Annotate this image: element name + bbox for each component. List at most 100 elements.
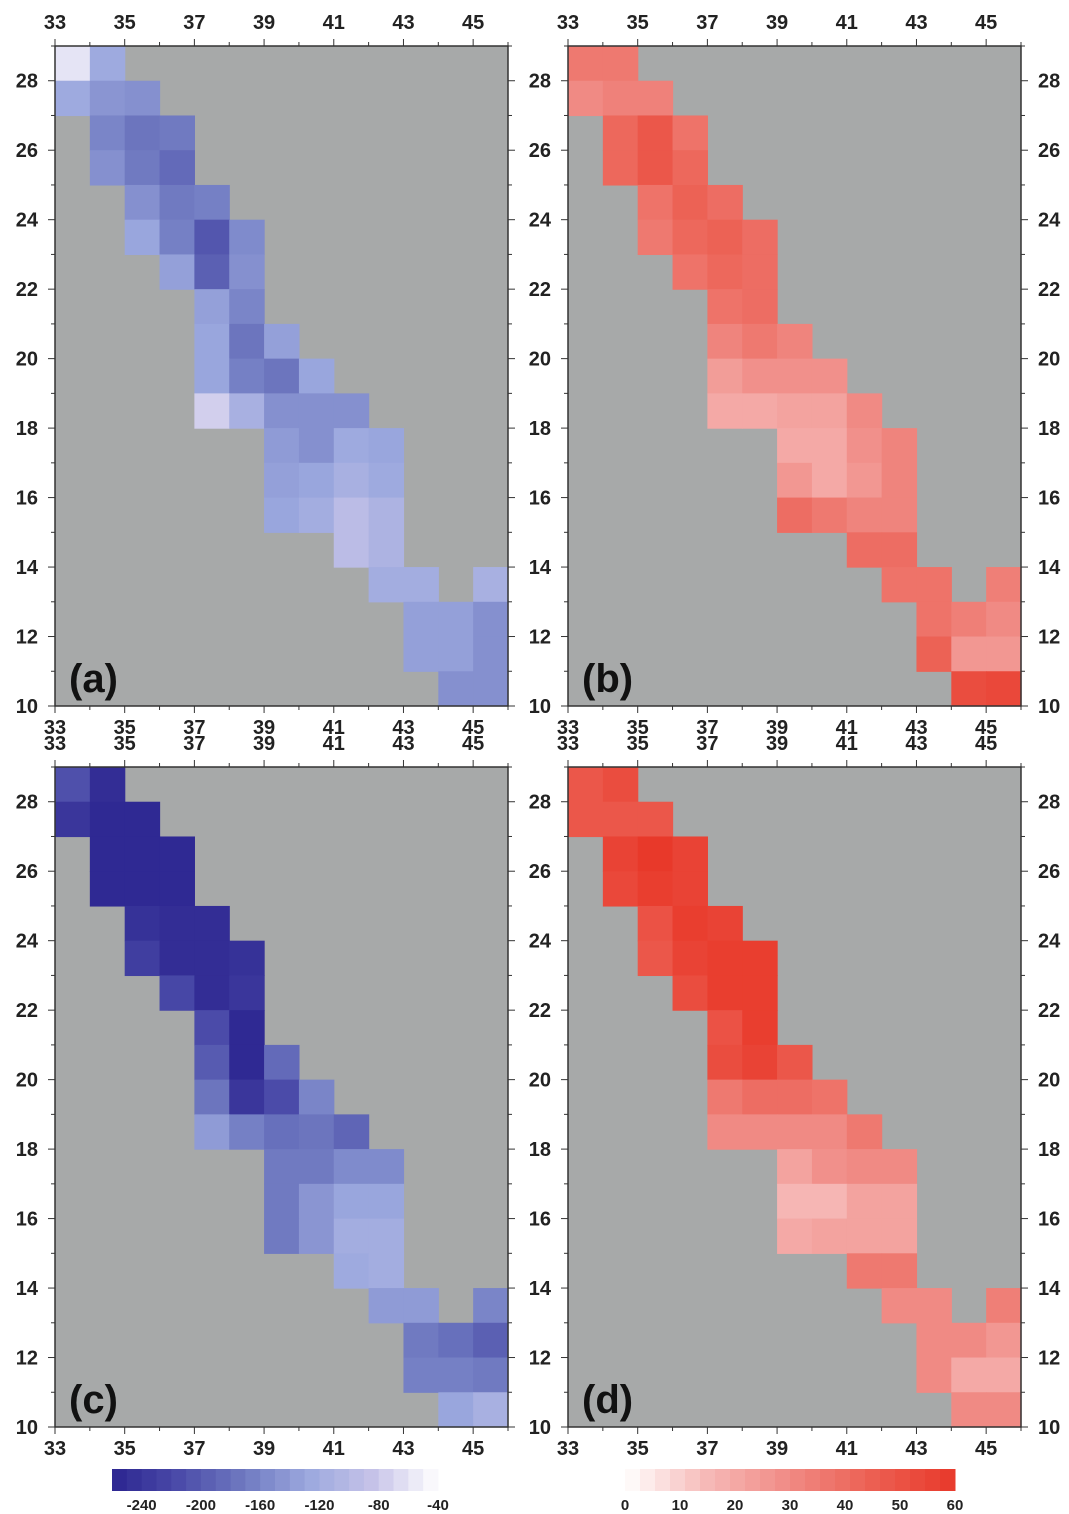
lat-label: 10 bbox=[16, 1417, 38, 1439]
grid-cell bbox=[264, 393, 300, 429]
grid-cell bbox=[333, 1183, 370, 1220]
grid-cell bbox=[602, 871, 639, 907]
lat-label: 20 bbox=[529, 1070, 551, 1092]
grid-cell bbox=[811, 1114, 848, 1150]
lon-label: 39 bbox=[766, 12, 788, 34]
lat-label: 24 bbox=[529, 931, 552, 953]
lon-label: 39 bbox=[253, 1438, 275, 1460]
grid-cell bbox=[403, 567, 439, 603]
grid-cell bbox=[672, 150, 708, 186]
grid-cell bbox=[707, 219, 743, 256]
grid-cell bbox=[811, 1079, 848, 1115]
colorbar-swatch bbox=[112, 1469, 128, 1491]
grid-cell bbox=[881, 1288, 918, 1324]
grid-cell bbox=[916, 567, 952, 603]
lat-label: 16 bbox=[1038, 488, 1060, 510]
grid-cell bbox=[438, 636, 474, 672]
colorbar-swatch bbox=[895, 1469, 911, 1491]
lon-label: 33 bbox=[557, 717, 579, 739]
lon-label: 43 bbox=[392, 12, 414, 34]
grid-cell bbox=[846, 393, 883, 429]
grid-cell bbox=[951, 601, 987, 638]
grid-cell bbox=[298, 1183, 335, 1220]
grid-cell bbox=[264, 1079, 300, 1115]
lon-label: 37 bbox=[183, 733, 205, 755]
lon-label: 45 bbox=[975, 1438, 997, 1460]
grid-cell bbox=[89, 46, 126, 82]
lat-label: 10 bbox=[529, 696, 551, 718]
grid-cell bbox=[229, 289, 265, 325]
grid-cell bbox=[368, 428, 405, 464]
grid-cell bbox=[298, 462, 335, 499]
grid-cell bbox=[89, 150, 126, 186]
grid-cell bbox=[707, 289, 743, 325]
grid-cell bbox=[159, 254, 195, 290]
lon-label: 41 bbox=[323, 12, 345, 34]
grid-cell bbox=[602, 80, 639, 117]
lat-label: 22 bbox=[1038, 1000, 1060, 1022]
grid-cell bbox=[637, 115, 674, 151]
grid-cell bbox=[159, 871, 195, 907]
grid-cell bbox=[846, 497, 883, 533]
grid-cell bbox=[298, 393, 335, 429]
lat-label: 18 bbox=[16, 1139, 38, 1161]
colorbar-swatch bbox=[289, 1469, 306, 1491]
grid-cell bbox=[881, 1253, 918, 1289]
grid-cell bbox=[229, 1114, 265, 1150]
lat-label: 24 bbox=[16, 931, 39, 953]
lat-label: 12 bbox=[1038, 1348, 1060, 1370]
colorbar-swatch bbox=[423, 1469, 439, 1491]
lat-label: 28 bbox=[1038, 71, 1060, 93]
colorbar-swatch bbox=[835, 1469, 851, 1491]
colorbar-label: 60 bbox=[947, 1497, 964, 1514]
grid-cell bbox=[368, 1218, 405, 1254]
colorbar-swatch bbox=[215, 1469, 232, 1491]
grid-cell bbox=[951, 1322, 987, 1359]
colorbar-label: 30 bbox=[782, 1497, 799, 1514]
grid-cell bbox=[846, 1114, 883, 1150]
grid-cell bbox=[229, 219, 265, 256]
grid-cell bbox=[672, 836, 708, 872]
grid-cell bbox=[742, 254, 778, 290]
lon-label: 41 bbox=[323, 1438, 345, 1460]
colorbar-label: -80 bbox=[368, 1497, 390, 1514]
grid-cell bbox=[777, 323, 813, 360]
grid-cell bbox=[777, 497, 813, 533]
grid-cell bbox=[264, 1114, 300, 1150]
grid-cell bbox=[568, 46, 604, 82]
grid-cell bbox=[194, 219, 230, 256]
grid-cell bbox=[124, 940, 161, 977]
panel-label: (b) bbox=[582, 657, 633, 701]
grid-cell bbox=[264, 323, 300, 360]
grid-cell bbox=[742, 1010, 778, 1046]
lat-label: 18 bbox=[529, 1139, 551, 1161]
grid-cell bbox=[986, 1288, 1022, 1324]
lon-label: 43 bbox=[392, 733, 414, 755]
lat-label: 26 bbox=[16, 861, 38, 883]
grid-cell bbox=[298, 1079, 335, 1115]
lon-label: 35 bbox=[627, 717, 649, 739]
grid-cell bbox=[986, 1392, 1022, 1428]
lon-label: 45 bbox=[975, 733, 997, 755]
grid-cell bbox=[473, 671, 509, 707]
colorbar-swatch bbox=[790, 1469, 806, 1491]
grid-cell bbox=[264, 358, 300, 394]
grid-cell bbox=[124, 219, 161, 256]
grid-cell bbox=[473, 1288, 509, 1324]
grid-cell bbox=[368, 1288, 405, 1324]
grid-cell bbox=[637, 836, 674, 872]
grid-cell bbox=[707, 358, 743, 394]
colorbar-swatch bbox=[408, 1469, 424, 1491]
lon-label: 35 bbox=[114, 717, 136, 739]
grid-cell bbox=[672, 115, 708, 151]
colorbar-swatch bbox=[260, 1469, 276, 1491]
grid-cell bbox=[777, 1079, 813, 1115]
grid-cell bbox=[846, 1218, 883, 1254]
colorbar-swatch bbox=[275, 1469, 291, 1491]
colorbar-label: -40 bbox=[427, 1497, 449, 1514]
lat-label: 20 bbox=[1038, 349, 1060, 371]
grid-cell bbox=[637, 940, 674, 977]
grid-cell bbox=[811, 1183, 848, 1220]
colorbar-label: 0 bbox=[621, 1497, 629, 1514]
